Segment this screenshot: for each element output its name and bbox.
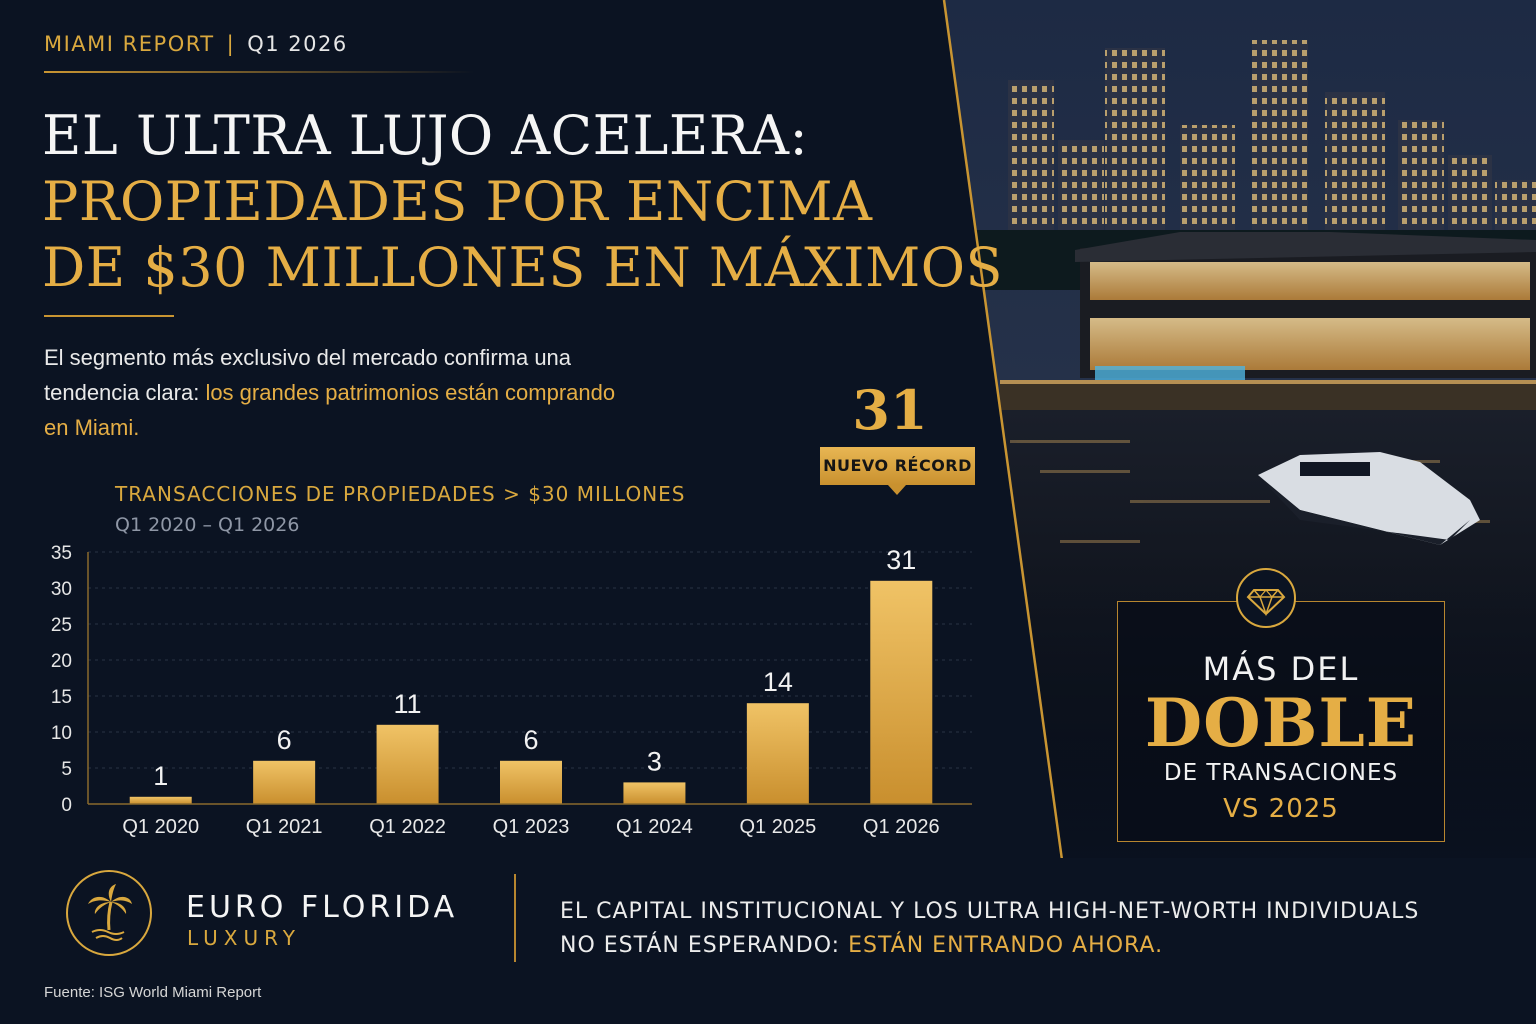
footer-quote: EL CAPITAL INSTITUCIONAL Y LOS ULTRA HIG… xyxy=(560,895,1419,963)
x-tick-label: Q1 2022 xyxy=(369,816,446,838)
x-tick-label: Q1 2021 xyxy=(246,816,323,838)
lead-text: El segmento más exclusivo del mercado co… xyxy=(44,345,572,405)
bar xyxy=(129,796,192,804)
bar xyxy=(376,724,439,804)
bar xyxy=(870,580,933,804)
callout-line-2: DOBLE xyxy=(1144,684,1418,762)
brand-name: EURO FLORIDA xyxy=(186,890,459,925)
data-label: 11 xyxy=(394,689,422,719)
headline-line-2: PROPIEDADES POR ENCIMA xyxy=(42,170,873,233)
record-badge: NUEVO RÉCORD xyxy=(820,447,975,495)
bar xyxy=(623,782,686,804)
x-tick-label: Q1 2026 xyxy=(863,816,940,838)
headline-rule xyxy=(44,315,174,317)
data-label: 3 xyxy=(647,746,662,776)
footer-quote-highlight: ESTÁN ENTRANDO AHORA. xyxy=(848,933,1164,958)
x-tick-label: Q1 2024 xyxy=(616,816,693,838)
data-label: 14 xyxy=(763,667,793,697)
data-label: 6 xyxy=(277,725,292,755)
callout-line-3: DE TRANSACIONES xyxy=(1163,760,1399,786)
kicker-label: MIAMI REPORT xyxy=(44,32,215,56)
y-tick-label: 35 xyxy=(51,543,72,564)
y-tick-label: 5 xyxy=(61,759,72,780)
brand-subtitle: LUXURY xyxy=(187,926,301,950)
x-tick-label: Q1 2023 xyxy=(493,816,570,838)
lead-paragraph: El segmento más exclusivo del mercado co… xyxy=(44,340,624,445)
headline-line-1: EL ULTRA LUJO ACELERA: xyxy=(42,104,809,167)
callout-line-1: MÁS DEL xyxy=(1202,650,1360,688)
x-tick-label: Q1 2020 xyxy=(122,816,199,838)
bar xyxy=(500,760,562,804)
chart-subtitle: Q1 2020 – Q1 2026 xyxy=(115,514,300,536)
footer-divider xyxy=(514,874,516,962)
kicker-period: Q1 2026 xyxy=(247,32,348,56)
data-label: 31 xyxy=(886,545,916,575)
diamond-icon xyxy=(1236,568,1296,628)
y-tick-label: 20 xyxy=(51,651,72,672)
bar xyxy=(253,760,316,804)
record-value: 31 xyxy=(852,378,928,442)
source-note: Fuente: ISG World Miami Report xyxy=(44,984,262,1001)
headline-line-3: DE $30 MILLONES EN MÁXIMOS xyxy=(42,236,1004,299)
chart-title: TRANSACCIONES DE PROPIEDADES > $30 MILLO… xyxy=(115,482,686,506)
x-tick-label: Q1 2025 xyxy=(739,816,816,838)
kicker-separator: | xyxy=(226,32,236,56)
y-tick-label: 25 xyxy=(51,615,72,636)
y-tick-label: 10 xyxy=(51,723,72,744)
y-tick-label: 0 xyxy=(61,795,72,816)
bar xyxy=(746,703,809,804)
footer-quote-plain: NO ESTÁN ESPERANDO: xyxy=(560,933,849,958)
kicker-rule xyxy=(44,71,474,73)
y-tick-label: 30 xyxy=(51,579,72,600)
report-kicker: MIAMI REPORT | Q1 2026 xyxy=(44,32,348,56)
y-tick-label: 15 xyxy=(51,687,72,708)
callout-line-4: VS 2025 xyxy=(1223,794,1339,824)
footer-quote-line-1: EL CAPITAL INSTITUCIONAL Y LOS ULTRA HIG… xyxy=(560,899,1420,924)
palm-tree-icon xyxy=(66,870,152,956)
lead-highlight: los grandes patrimonios están comprando … xyxy=(44,380,616,440)
data-label: 1 xyxy=(153,761,168,791)
data-label: 6 xyxy=(523,725,538,755)
footer-quote-line-2: NO ESTÁN ESPERANDO: ESTÁN ENTRANDO AHORA… xyxy=(560,929,1419,963)
callout-box: MÁS DEL DOBLE DE TRANSACIONES VS 2025 xyxy=(1117,601,1445,842)
